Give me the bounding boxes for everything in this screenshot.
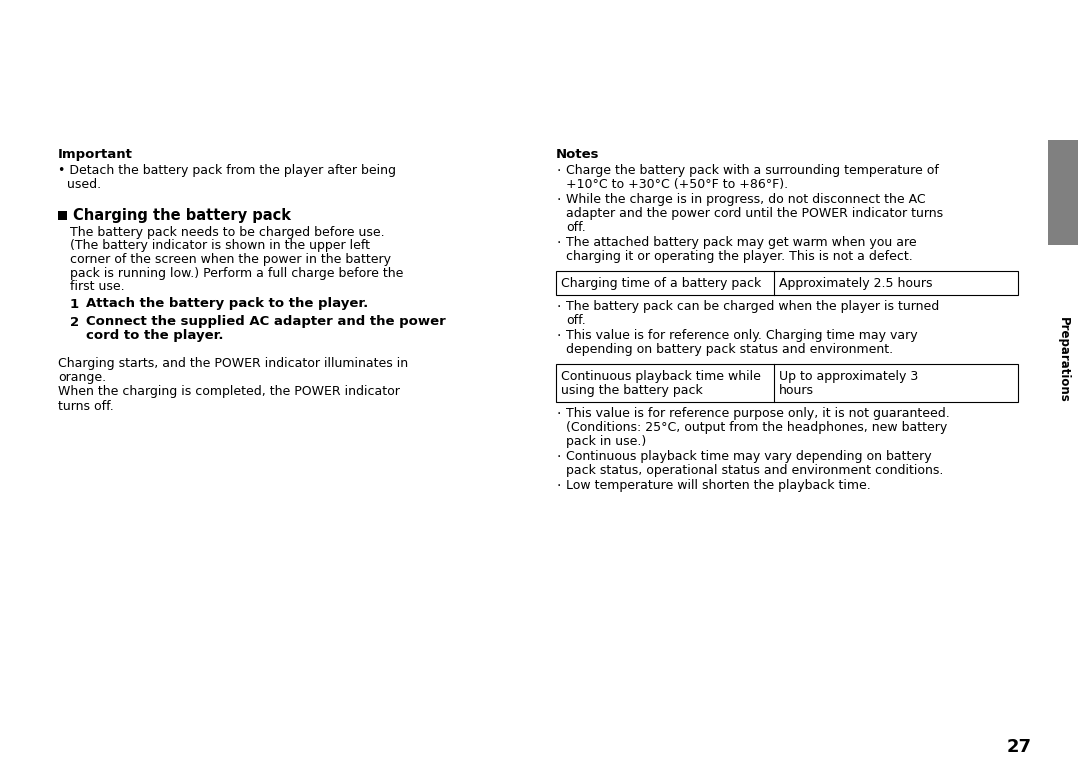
Text: charging it or operating the player. This is not a defect.: charging it or operating the player. Thi… [566,250,913,263]
Text: Low temperature will shorten the playback time.: Low temperature will shorten the playbac… [566,479,870,492]
Text: using the battery pack: using the battery pack [561,384,703,397]
Bar [556,271,1018,295]
Text: Up to approximately 3: Up to approximately 3 [779,370,918,383]
Text: Charging starts, and the POWER indicator illuminates in: Charging starts, and the POWER indicator… [58,358,408,371]
Text: turns off.: turns off. [58,400,113,413]
Text: The attached battery pack may get warm when you are: The attached battery pack may get warm w… [566,236,917,249]
Text: 27: 27 [1007,738,1032,756]
Text: Continuous playback time may vary depending on battery: Continuous playback time may vary depend… [566,450,932,463]
Text: ·: · [556,193,561,207]
Text: 2: 2 [70,315,79,329]
Text: ·: · [556,236,561,250]
Text: This value is for reference only. Charging time may vary: This value is for reference only. Chargi… [566,329,918,342]
Text: 1: 1 [70,298,79,311]
Text: The battery pack needs to be charged before use.: The battery pack needs to be charged bef… [70,226,384,239]
Text: Charging time of a battery pack: Charging time of a battery pack [561,277,761,290]
Text: ·: · [556,450,561,464]
Text: • Detach the battery pack from the player after being: • Detach the battery pack from the playe… [58,164,396,177]
Text: Charging the battery pack: Charging the battery pack [73,208,291,223]
Text: ·: · [556,164,561,178]
Text: (The battery indicator is shown in the upper left: (The battery indicator is shown in the u… [70,240,370,253]
Text: (Conditions: 25°C, output from the headphones, new battery: (Conditions: 25°C, output from the headp… [566,421,947,434]
Text: adapter and the power cord until the POWER indicator turns: adapter and the power cord until the POW… [566,207,943,220]
Text: Important: Important [58,148,133,161]
Text: Continuous playback time while: Continuous playback time while [561,370,761,383]
Text: first use.: first use. [70,280,124,293]
Text: pack is running low.) Perform a full charge before the: pack is running low.) Perform a full cha… [70,266,403,279]
Text: off.: off. [566,314,585,327]
Text: Connect the supplied AC adapter and the power: Connect the supplied AC adapter and the … [86,315,446,329]
Text: ·: · [556,300,561,314]
Text: Attach the battery pack to the player.: Attach the battery pack to the player. [86,298,368,311]
Text: pack in use.): pack in use.) [566,435,646,448]
Text: pack status, operational status and environment conditions.: pack status, operational status and envi… [566,464,943,477]
Text: Approximately 2.5 hours: Approximately 2.5 hours [779,277,932,290]
Text: +10°C to +30°C (+50°F to +86°F).: +10°C to +30°C (+50°F to +86°F). [566,178,788,191]
Bar [58,211,67,220]
Text: cord to the player.: cord to the player. [86,330,224,343]
Text: used.: used. [67,178,102,191]
Text: Charge the battery pack with a surrounding temperature of: Charge the battery pack with a surroundi… [566,164,939,177]
Bar [1048,140,1078,245]
Bar [556,364,1018,402]
Text: orange.: orange. [58,372,106,385]
Text: depending on battery pack status and environment.: depending on battery pack status and env… [566,343,893,356]
Text: ·: · [556,479,561,493]
Text: ·: · [556,407,561,421]
Text: off.: off. [566,221,585,234]
Text: Notes: Notes [556,148,599,161]
Text: The battery pack can be charged when the player is turned: The battery pack can be charged when the… [566,300,940,313]
Text: hours: hours [779,384,814,397]
Text: Preparations: Preparations [1056,317,1069,403]
Text: This value is for reference purpose only, it is not guaranteed.: This value is for reference purpose only… [566,407,949,420]
Text: corner of the screen when the power in the battery: corner of the screen when the power in t… [70,253,391,266]
Text: While the charge is in progress, do not disconnect the AC: While the charge is in progress, do not … [566,193,926,206]
Text: When the charging is completed, the POWER indicator: When the charging is completed, the POWE… [58,385,400,398]
Text: ·: · [556,329,561,343]
